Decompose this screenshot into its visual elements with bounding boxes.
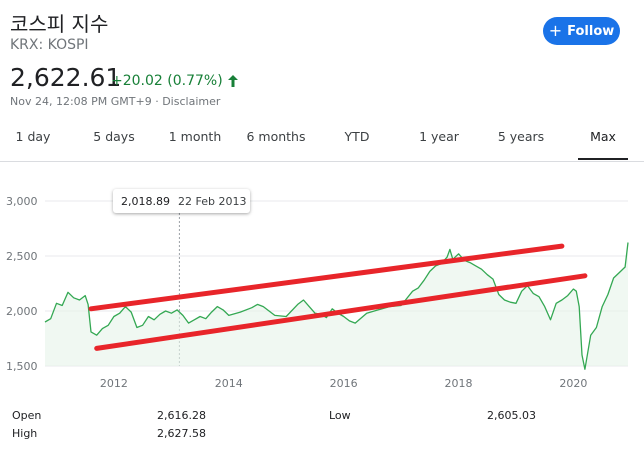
tab-1-month[interactable]: 1 month [168, 129, 222, 144]
current-price: 2,622.61 [10, 63, 122, 92]
plus-icon: + [548, 21, 563, 40]
tabs-divider [0, 161, 644, 162]
tab-6-months[interactable]: 6 months [246, 129, 306, 144]
arrow-up-icon [227, 75, 238, 87]
stat-high-label: High [12, 427, 38, 440]
x-tick-label: 2020 [559, 377, 587, 390]
series-area [45, 242, 628, 370]
price-change-value: +20.02 (0.77%) [111, 73, 223, 89]
x-tick-label: 2014 [215, 377, 243, 390]
tab-5-years[interactable]: 5 years [497, 129, 545, 144]
price-chart[interactable]: 3,000 2,500 2,000 1,500 2012 2014 2016 2018 2020 [0, 175, 644, 390]
timestamp-disclaimer[interactable]: Nov 24, 12:08 PM GMT+9 · Disclaimer [10, 95, 221, 108]
ticker-symbol: KRX: KOSPI [10, 37, 89, 53]
index-title: 코스피 지수 [10, 12, 109, 36]
y-tick-label: 2,500 [6, 250, 38, 263]
y-tick-label: 3,000 [6, 195, 38, 208]
tab-1-year[interactable]: 1 year [419, 129, 459, 144]
series-line [44, 242, 629, 370]
follow-button[interactable]: + Follow [543, 17, 620, 45]
range-tabs: 1 day 5 days 1 month 6 months YTD 1 year… [0, 124, 644, 160]
x-tick-label: 2016 [330, 377, 358, 390]
trend-annotation-line [94, 273, 588, 351]
y-tick-label: 1,500 [6, 360, 38, 373]
stat-open-value: 2,616.28 [157, 409, 206, 422]
tab-1-day[interactable]: 1 day [15, 129, 51, 144]
tab-5-days[interactable]: 5 days [93, 129, 135, 144]
tooltip-value: 2,018.89 [121, 194, 170, 208]
follow-label: Follow [567, 23, 615, 39]
stat-open-label: Open [12, 409, 42, 422]
x-tick-label: 2018 [445, 377, 473, 390]
price-change: +20.02 (0.77%) [111, 73, 238, 89]
y-tick-label: 2,000 [6, 305, 38, 318]
stat-low-value: 2,605.03 [487, 409, 536, 422]
stat-high-value: 2,627.58 [157, 427, 206, 440]
x-tick-label: 2012 [100, 377, 128, 390]
trend-annotation-line [88, 243, 565, 312]
tooltip-date: 22 Feb 2013 [177, 194, 247, 208]
chart-tooltip: 2,018.89 22 Feb 2013 [113, 189, 250, 213]
tab-max[interactable]: Max [578, 124, 628, 160]
tab-ytd[interactable]: YTD [344, 129, 370, 144]
stat-low-label: Low [329, 409, 351, 422]
